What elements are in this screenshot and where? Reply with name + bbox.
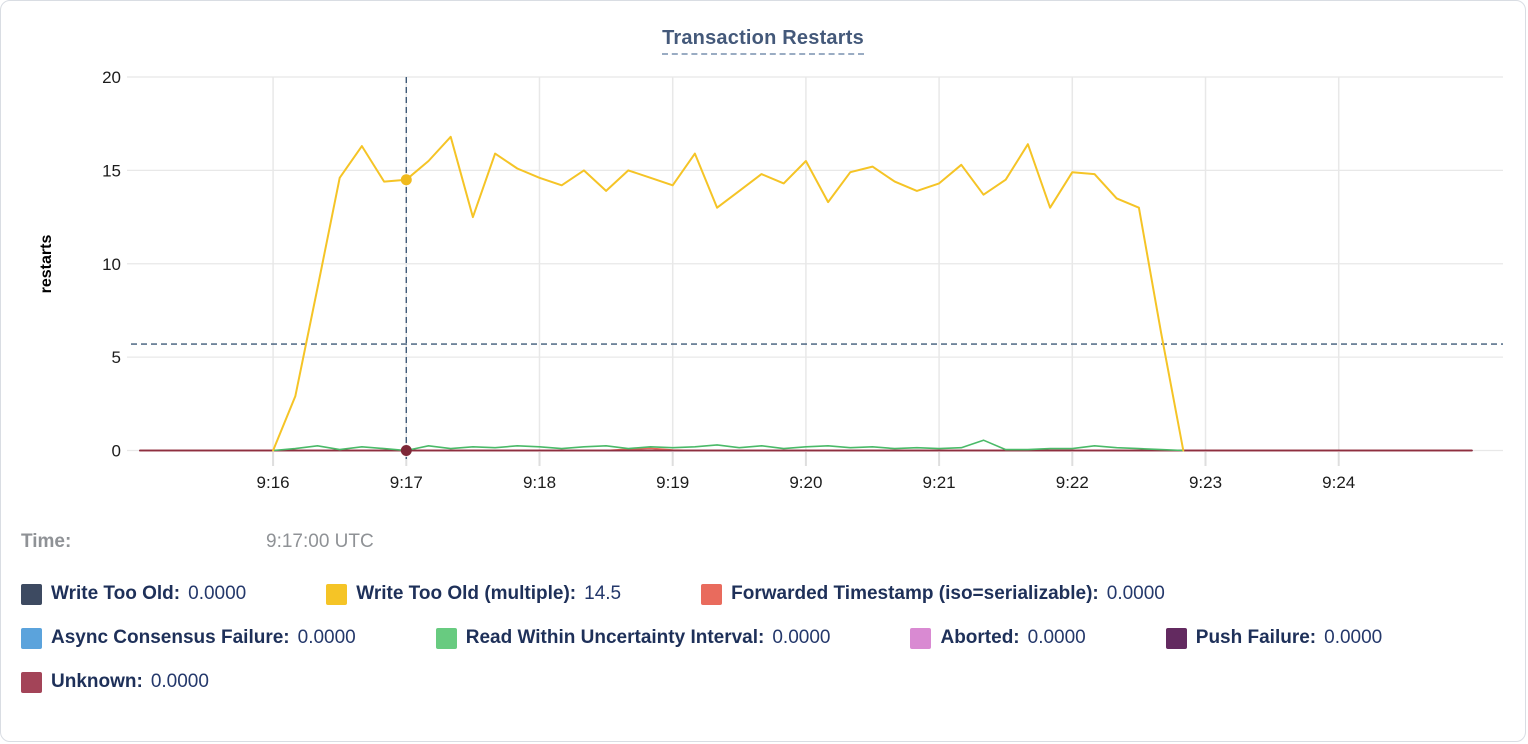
legend-item: Async Consensus Failure: 0.0000 — [21, 627, 356, 649]
legend-row: Async Consensus Failure: 0.0000 Read Wit… — [21, 627, 1511, 649]
legend-swatch — [435, 627, 457, 649]
legend-series-label: Unknown: — [51, 671, 143, 692]
svg-text:9:21: 9:21 — [923, 473, 956, 492]
legend-item: Unknown: 0.0000 — [21, 671, 209, 693]
legend-series-label: Write Too Old: — [51, 583, 181, 604]
legend-series-label: Async Consensus Failure: — [51, 627, 290, 648]
svg-text:9:16: 9:16 — [257, 473, 290, 492]
hover-dot — [400, 445, 412, 456]
legend-series-label: Write Too Old (multiple): — [356, 583, 577, 604]
legend-series-value: 0.0000 — [772, 627, 831, 648]
series-lines — [139, 135, 1473, 452]
legend-swatch — [910, 627, 932, 649]
legend-item: Aborted: 0.0000 — [910, 627, 1086, 649]
chart-title[interactable]: Transaction Restarts — [662, 27, 864, 55]
svg-text:9:24: 9:24 — [1322, 473, 1355, 492]
hover-guides — [131, 77, 1503, 459]
gridlines — [127, 76, 1503, 452]
legend-item: Write Too Old: 0.0000 — [21, 583, 246, 605]
svg-text:20: 20 — [102, 68, 121, 87]
legend-item: Forwarded Timestamp (iso=serializable): … — [701, 583, 1165, 605]
svg-text:5: 5 — [112, 348, 121, 367]
legend-series-value: 0.0000 — [1027, 627, 1086, 648]
legend-series-label: Push Failure: — [1195, 627, 1317, 648]
time-value: 9:17:00 UTC — [266, 531, 374, 552]
hover-time-row: Time: 9:17:00 UTC — [21, 531, 1511, 553]
series-line — [272, 439, 1185, 452]
hover-readout: Time: 9:17:00 UTC Write Too Old: 0.0000 … — [21, 531, 1511, 715]
svg-text:0: 0 — [112, 442, 121, 461]
legend-swatch — [1165, 627, 1187, 649]
svg-text:9:19: 9:19 — [656, 473, 689, 492]
y-axis-title: restarts — [38, 235, 55, 294]
legend-swatch — [21, 627, 42, 649]
svg-text:10: 10 — [102, 255, 121, 274]
svg-text:9:22: 9:22 — [1056, 473, 1089, 492]
legend-series-label: Forwarded Timestamp (iso=serializable): — [731, 583, 1099, 604]
legend: Write Too Old: 0.0000 Write Too Old (mul… — [21, 583, 1511, 693]
svg-text:9:23: 9:23 — [1189, 473, 1222, 492]
legend-series-label: Read Within Uncertainty Interval: — [465, 627, 765, 648]
legend-swatch — [21, 671, 42, 693]
hover-dot — [400, 174, 412, 186]
legend-swatch — [326, 583, 348, 605]
legend-series-value: 0.0000 — [1106, 583, 1165, 604]
legend-series-value: 14.5 — [584, 583, 622, 604]
legend-swatch — [21, 583, 42, 605]
legend-series-label: Aborted: — [940, 627, 1020, 648]
transaction-restarts-chart[interactable]: 9:16 9:17 9:18 9:19 9:20 9:21 9:22 9:23 9:24 0 5 10… — [1, 1, 1526, 506]
svg-text:9:18: 9:18 — [523, 473, 556, 492]
legend-swatch — [701, 583, 723, 605]
chart-title-wrap: Transaction Restarts — [1, 27, 1525, 55]
legend-series-value: 0.0000 — [150, 671, 209, 692]
legend-row: Unknown: 0.0000 — [21, 671, 1511, 693]
legend-row: Write Too Old: 0.0000 Write Too Old (mul… — [21, 583, 1511, 605]
x-axis: 9:16 9:17 9:18 9:19 9:20 9:21 9:22 9:23 9:24 — [257, 452, 1355, 492]
legend-series-value: 0.0000 — [1324, 627, 1383, 648]
series-line — [272, 135, 1185, 452]
legend-series-value: 0.0000 — [297, 627, 356, 648]
legend-item: Push Failure: 0.0000 — [1165, 627, 1383, 649]
legend-series-value: 0.0000 — [188, 583, 247, 604]
hover-dots — [400, 174, 412, 456]
svg-text:15: 15 — [102, 161, 121, 180]
time-label: Time: — [21, 531, 72, 552]
svg-text:9:20: 9:20 — [789, 473, 822, 492]
svg-text:9:17: 9:17 — [390, 473, 423, 492]
legend-item: Read Within Uncertainty Interval: 0.0000 — [435, 627, 831, 649]
y-axis: 0 5 10 15 20 restarts — [38, 68, 121, 461]
legend-item: Write Too Old (multiple): 14.5 — [326, 583, 621, 605]
